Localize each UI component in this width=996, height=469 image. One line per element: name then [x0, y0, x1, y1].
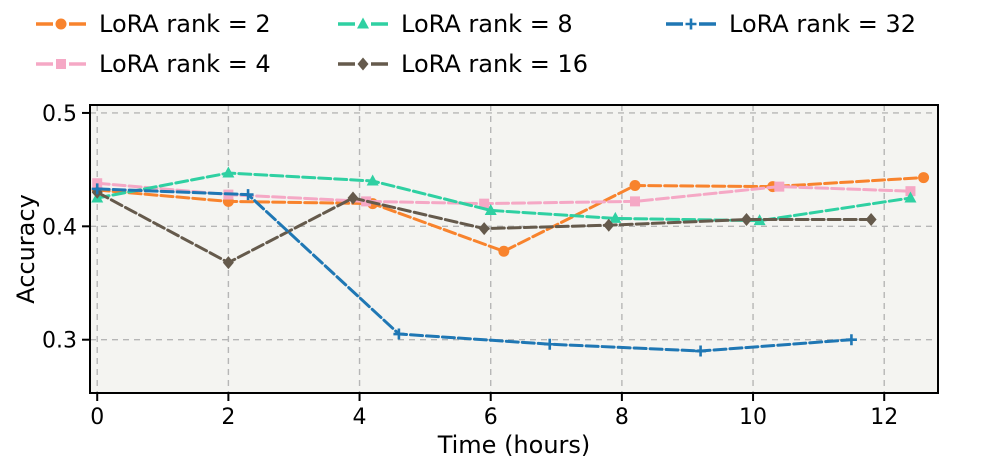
diamond-marker: [865, 213, 877, 227]
diamond-marker: [478, 222, 490, 236]
legend-label: LoRA rank = 4: [99, 50, 271, 78]
x-tick-label: 4: [353, 405, 367, 430]
x-tick-label: 0: [90, 405, 104, 430]
legend-diamond-line-icon: [338, 57, 388, 71]
legend-label: LoRA rank = 16: [401, 50, 588, 78]
square-marker: [92, 178, 103, 189]
diamond-marker: [222, 256, 234, 270]
legend-label: LoRA rank = 32: [729, 10, 916, 38]
square-marker: [774, 181, 785, 192]
y-axis-title: Accuracy: [12, 194, 40, 304]
y-tick-label: 0.4: [42, 215, 77, 240]
legend-item-lora-rank-32: LoRA rank = 32: [664, 10, 916, 38]
plus-marker: [695, 345, 707, 357]
axes-spines: [89, 104, 939, 394]
triangle-marker: [484, 203, 497, 215]
legend-item-lora-rank-2: LoRA rank = 2: [34, 10, 336, 38]
legend-circle-line-icon: [36, 18, 86, 30]
x-tick-label: 8: [615, 405, 629, 430]
x-tick-label: 10: [739, 405, 767, 430]
circle-marker: [918, 172, 930, 184]
square-marker: [905, 186, 916, 197]
legend-label: LoRA rank = 2: [99, 10, 271, 38]
plus-marker: [544, 338, 556, 350]
x-tick-label: 2: [221, 405, 235, 430]
plus-marker: [242, 189, 254, 201]
x-axis-title: Time (hours): [437, 431, 591, 459]
chart-legend: LoRA rank = 2 LoRA rank = 4 LoRA rank = 8 L…: [34, 4, 916, 84]
circle-marker: [55, 18, 67, 30]
plot-background: [90, 105, 938, 393]
legend-plus-line-icon: [666, 18, 716, 30]
circle-marker: [498, 245, 510, 257]
plus-marker: [393, 328, 405, 340]
square-marker: [630, 196, 641, 207]
triangle-marker: [357, 17, 369, 29]
circle-marker: [629, 180, 641, 192]
plus-marker: [845, 334, 857, 346]
legend-item-lora-rank-8: LoRA rank = 8: [336, 10, 664, 38]
diamond-marker: [357, 57, 369, 71]
series-line-lora-rank-32: [95, 187, 853, 353]
triangle-marker: [609, 211, 622, 223]
square-marker: [56, 59, 66, 69]
legend-triangle-line-icon: [338, 17, 388, 29]
triangle-marker: [904, 191, 917, 203]
triangle-marker: [222, 166, 235, 178]
legend-item-lora-rank-4: LoRA rank = 4: [34, 50, 336, 78]
diamond-marker: [740, 213, 752, 227]
plus-marker: [685, 18, 697, 30]
y-tick-label: 0.3: [42, 329, 77, 354]
diamond-marker: [347, 191, 359, 205]
diamond-marker: [603, 218, 615, 232]
y-tick-label: 0.5: [42, 102, 77, 127]
x-tick-label: 6: [484, 405, 498, 430]
triangle-marker: [366, 174, 379, 186]
x-tick-label: 12: [870, 405, 898, 430]
legend-square-line-icon: [36, 59, 86, 69]
plus-marker: [91, 183, 103, 195]
square-marker: [479, 198, 490, 209]
legend-item-lora-rank-16: LoRA rank = 16: [336, 50, 664, 78]
legend-label: LoRA rank = 8: [401, 10, 573, 38]
